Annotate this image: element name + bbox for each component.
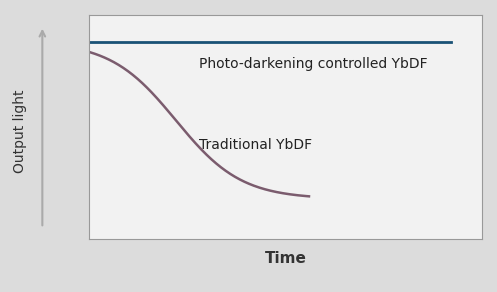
X-axis label: Time: Time (265, 251, 307, 265)
Text: Traditional YbDF: Traditional YbDF (199, 138, 313, 152)
Text: Photo-darkening controlled YbDF: Photo-darkening controlled YbDF (199, 57, 428, 71)
Text: Output light: Output light (13, 90, 27, 173)
